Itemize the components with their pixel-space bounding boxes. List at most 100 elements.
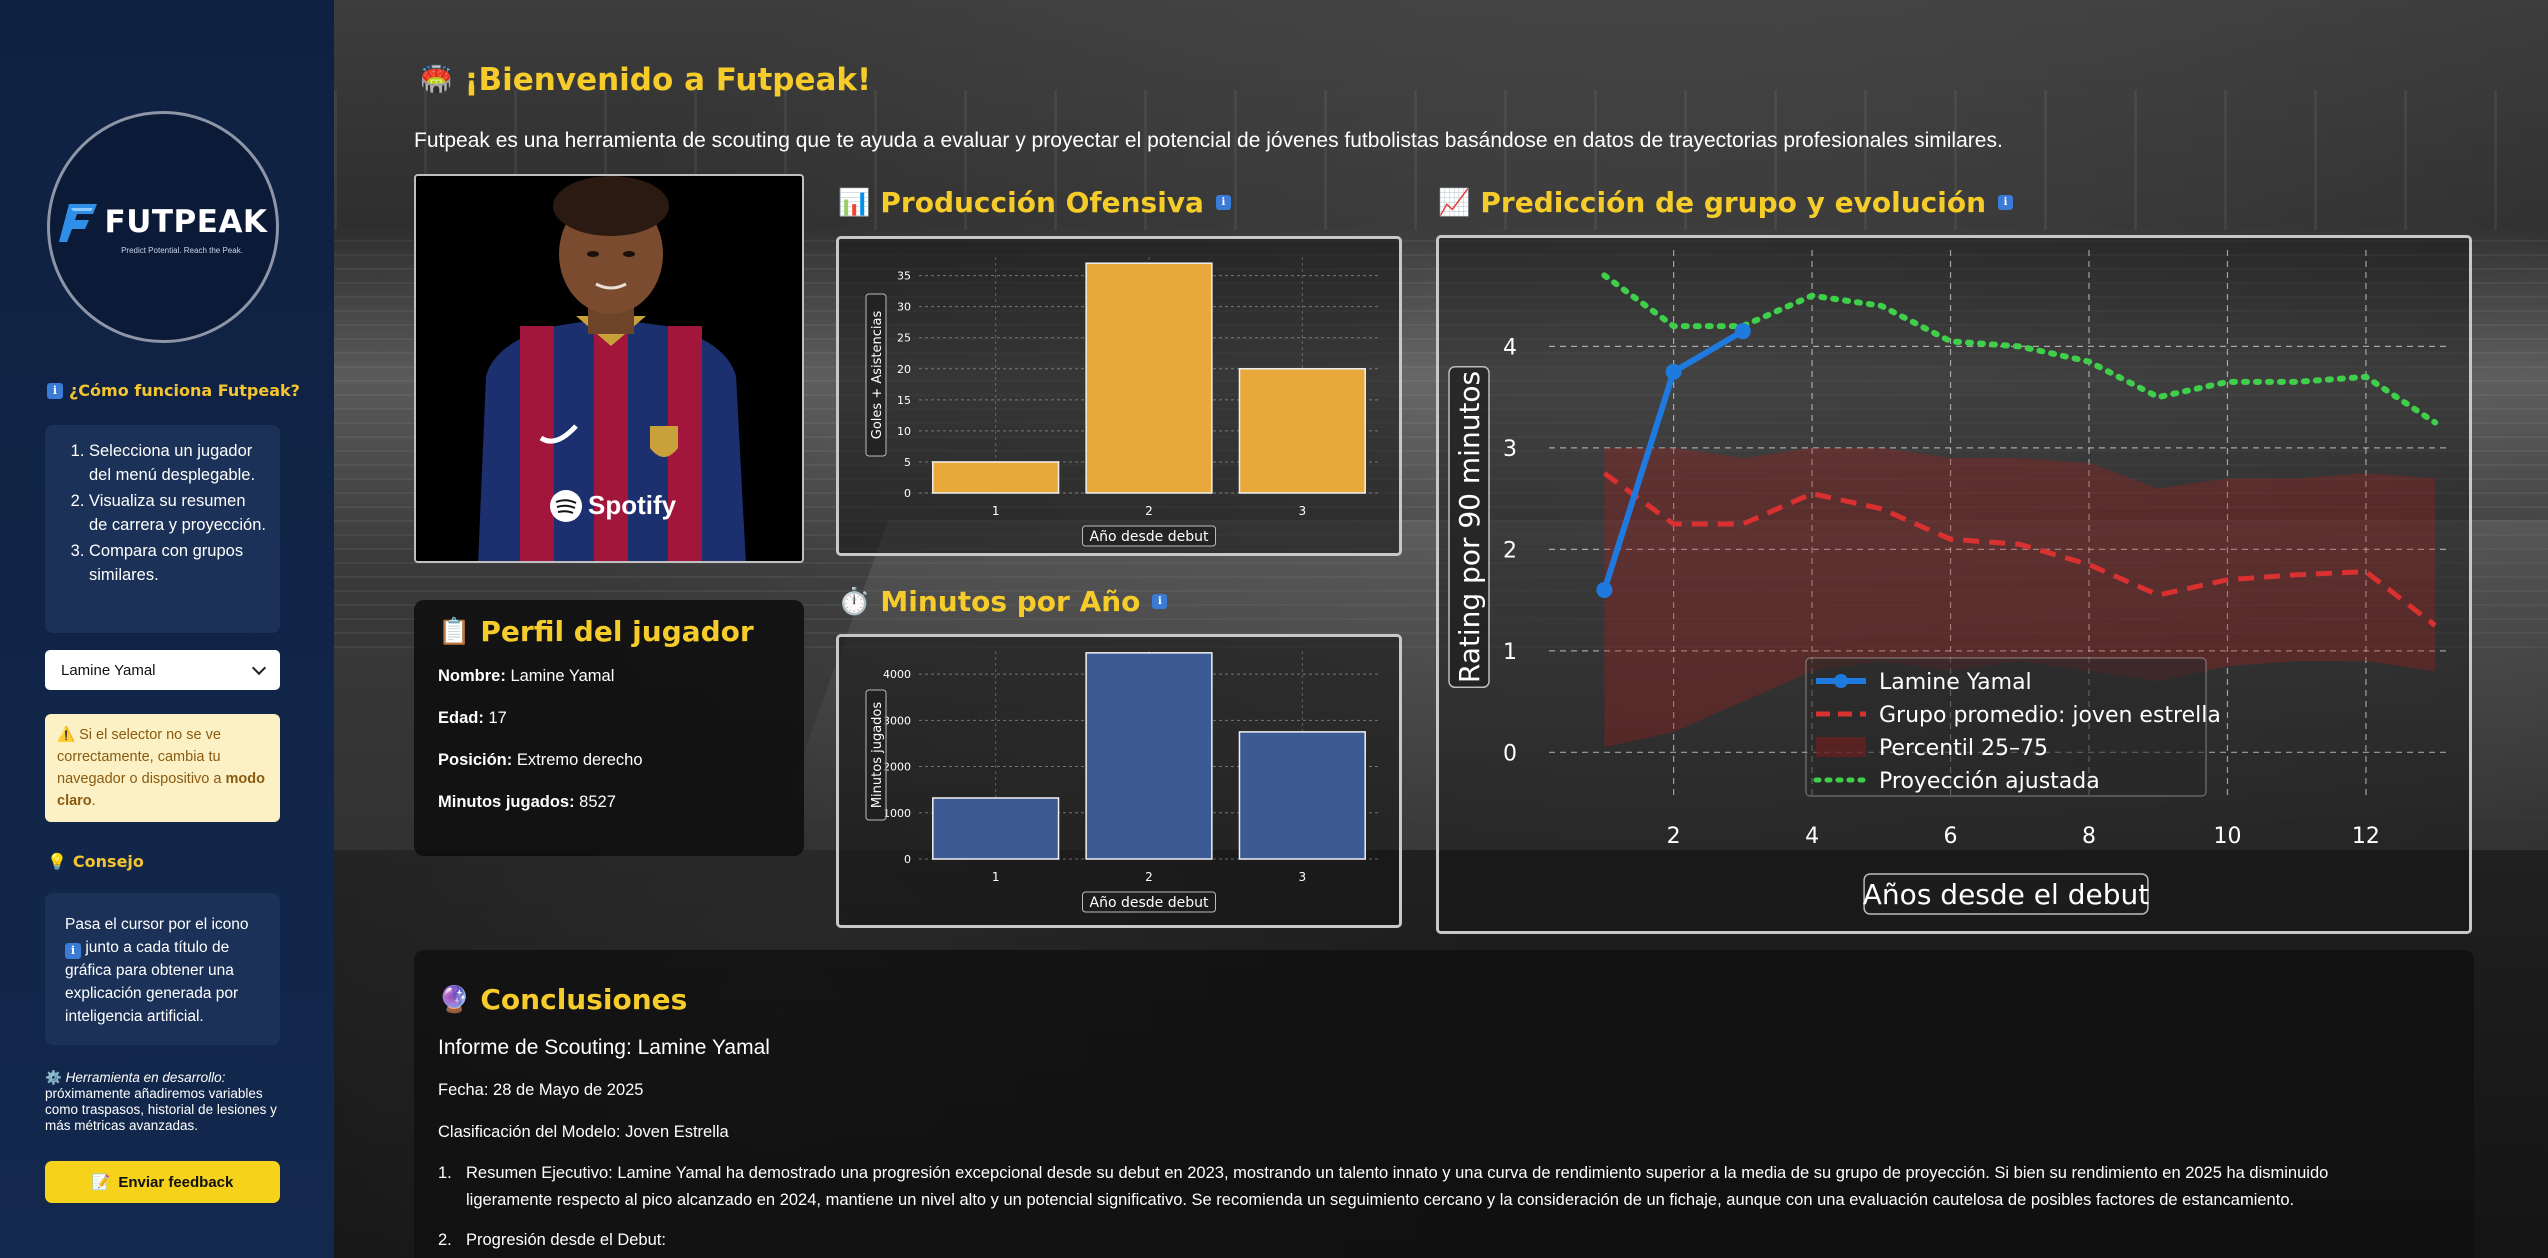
bar — [1238, 731, 1366, 860]
report-date: Fecha: 28 de Mayo de 2025 — [438, 1081, 644, 1099]
x-tick-label: 10 — [2213, 824, 2241, 849]
x-axis-label: Año desde debut — [1090, 895, 1209, 911]
step-item: Visualiza su resumen de carrera y proyec… — [89, 489, 266, 537]
y-tick-label: 1000 — [883, 807, 911, 820]
offense-title: Producción Ofensiva — [880, 186, 1204, 219]
y-axis-label: Goles + Asistencias — [870, 311, 885, 440]
how-it-works-heading: i ¿Cómo funciona Futpeak? — [47, 381, 300, 400]
prediction-heading: 📈 Predicción de grupo y evolución i — [1438, 186, 2014, 219]
steps-card: Selecciona un jugador del menú desplegab… — [45, 425, 280, 633]
bar — [932, 797, 1060, 860]
warning-text: ⚠️ Si el selector no se ve correctamente… — [57, 727, 226, 787]
profile-position: Posición: Extremo derecho — [438, 751, 643, 770]
feedback-button[interactable]: 📝 Enviar feedback — [45, 1161, 280, 1203]
chart-background — [1439, 238, 2469, 931]
dev-note-text: próximamente añadiremos variables como t… — [45, 1086, 277, 1133]
page-title-text: ¡Bienvenido a Futpeak! — [464, 62, 872, 98]
x-axis-label: Año desde debut — [1090, 529, 1209, 545]
sidebar: FUTPEAK Predict Potential. Reach the Pea… — [0, 0, 334, 1258]
pencil-icon: 📝 — [91, 1174, 111, 1191]
info-icon[interactable]: i — [1152, 594, 1168, 609]
prediction-chart: 2 4 6 8 10 12 0 1 2 3 4 Lamine Yamal Grupo promedio:… — [1436, 235, 2472, 934]
y-axis-label-group: Goles + Asistencias — [865, 293, 887, 457]
x-tick-label: 2 — [1145, 870, 1153, 884]
intro-text: Futpeak es una herramienta de scouting q… — [414, 129, 2003, 152]
report-item-number: 2. — [438, 1231, 452, 1249]
logo-wordmark: FUTPEAK — [104, 203, 268, 240]
y-tick-label: 10 — [897, 425, 911, 438]
bar — [1238, 368, 1366, 494]
y-axis-label-box — [1448, 365, 1490, 689]
crystal-ball-icon: 🔮 — [438, 984, 471, 1015]
legend-label: Percentil 25–75 — [1879, 736, 2048, 761]
warning-suffix: . — [91, 793, 96, 809]
report-item-number: 1. — [438, 1164, 452, 1182]
offense-chart-svg: 0 5 10 15 20 25 30 35 1 2 3 Año desde debut Goles + … — [839, 239, 1399, 553]
minutes-title: Minutos por Año — [880, 585, 1141, 618]
x-axis-label: Años desde el debut — [1863, 878, 2149, 911]
profile-age-value: 17 — [488, 709, 507, 727]
player-photo: Spotify — [414, 174, 804, 563]
trend-up-icon: 📈 — [1438, 187, 1471, 218]
light-mode-warning: ⚠️ Si el selector no se ve correctamente… — [45, 714, 280, 822]
info-icon: i — [65, 942, 81, 959]
clipboard-icon: 📋 — [438, 616, 471, 647]
how-it-works-title: ¿Cómo funciona Futpeak? — [69, 381, 300, 400]
profile-title: Perfil del jugador — [480, 615, 754, 648]
y-tick-label: 0 — [904, 487, 911, 500]
dev-note: ⚙️ Herramienta en desarrollo: próximamen… — [45, 1070, 290, 1134]
x-tick-label: 12 — [2352, 824, 2380, 849]
report-item-text: Progresión desde el Debut: — [466, 1231, 666, 1249]
offense-chart: 0 5 10 15 20 25 30 35 1 2 3 Año desde debut Goles + … — [836, 236, 1402, 556]
profile-panel — [414, 600, 804, 856]
profile-name-label: Nombre: — [438, 667, 506, 685]
x-tick-label: 4 — [1805, 824, 1819, 849]
minutes-chart: 0 1000 2000 3000 4000 1 2 3 Año desde debut Minut… — [836, 634, 1402, 928]
step-item: Selecciona un jugador del menú desplegab… — [89, 439, 266, 487]
legend-swatch — [1816, 737, 1866, 757]
info-icon[interactable]: i — [1215, 195, 1231, 210]
y-tick-label: 20 — [897, 363, 911, 376]
x-tick-label: 6 — [1944, 824, 1958, 849]
y-tick-label: 5 — [904, 456, 911, 469]
series-line-group-average — [1602, 471, 2437, 628]
data-point — [1665, 363, 1682, 380]
tip-card: Pasa el cursor por el icono i junto a ca… — [45, 893, 280, 1045]
data-point — [1734, 323, 1751, 340]
x-tick-label: 1 — [992, 870, 1000, 884]
x-axis-label-box — [1082, 891, 1216, 913]
tip-title: Consejo — [72, 852, 144, 871]
y-axis-label-group: Rating por 90 minutos — [1448, 365, 1490, 689]
y-tick-label: 15 — [897, 394, 911, 407]
profile-minutes-label: Minutos jugados: — [438, 793, 575, 811]
report-item: 2. Progresión desde el Debut: — [438, 1227, 2368, 1254]
report-item-text: Resumen Ejecutivo: Lamine Yamal ha demos… — [466, 1164, 2329, 1209]
y-tick-label: 30 — [897, 301, 911, 314]
profile-age: Edad: 17 — [438, 709, 507, 728]
y-tick-label: 4000 — [883, 668, 911, 681]
tip-text: Pasa el cursor por el icono — [65, 916, 249, 933]
profile-heading: 📋 Perfil del jugador — [438, 615, 754, 648]
y-axis-label-group: Minutos jugados — [865, 689, 887, 821]
bar-chart-icon: 📊 — [838, 187, 871, 218]
page-title: 🏟️ ¡Bienvenido a Futpeak! — [420, 62, 871, 98]
player-select[interactable]: Lamine Yamal — [45, 650, 280, 690]
y-tick-label: 25 — [897, 332, 911, 345]
chevron-down-icon — [251, 660, 267, 675]
y-axis-label-box — [865, 293, 887, 457]
x-tick-label: 3 — [1299, 870, 1307, 884]
dev-note-title: Herramienta en desarrollo: — [65, 1070, 226, 1085]
y-tick-label: 0 — [1503, 741, 1517, 766]
x-tick-label: 3 — [1299, 504, 1307, 518]
futpeak-logo-icon — [58, 203, 97, 242]
conclusions-title: Conclusiones — [480, 983, 688, 1016]
player-portrait: Spotify — [416, 176, 802, 561]
steps-list: Selecciona un jugador del menú desplegab… — [45, 425, 280, 601]
report-title: Informe de Scouting: Lamine Yamal — [438, 1036, 770, 1059]
bar — [932, 461, 1060, 494]
info-icon[interactable]: i — [1998, 195, 2014, 210]
step-item: Compara con grupos similares. — [89, 539, 266, 587]
x-tick-label: 1 — [992, 504, 1000, 518]
legend-label: Proyección ajustada — [1879, 769, 2100, 794]
